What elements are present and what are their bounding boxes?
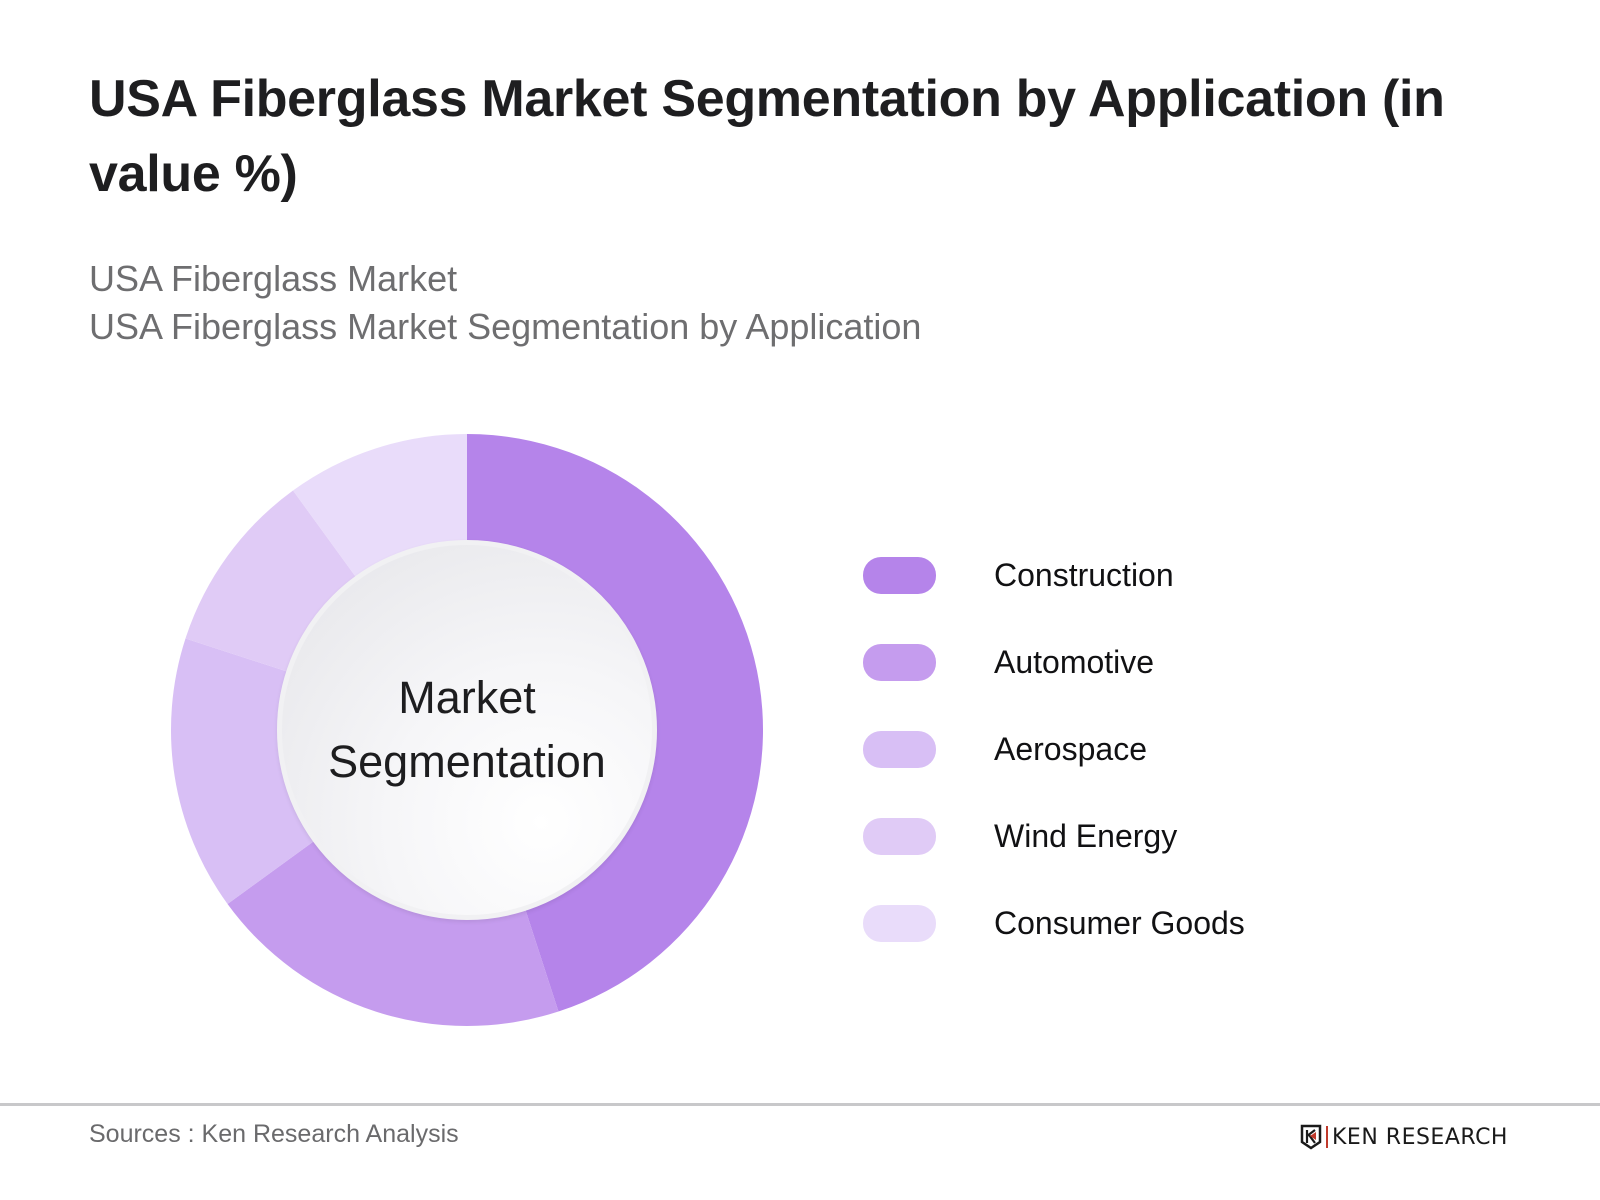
legend-label: Construction [994, 557, 1174, 593]
logo-separator [1326, 1126, 1328, 1148]
legend-label: Aerospace [994, 731, 1147, 767]
subtitle-line-1: USA Fiberglass Market [89, 258, 458, 299]
ken-research-logo: KEN RESEARCH [1300, 1124, 1508, 1150]
legend-swatch [863, 905, 936, 942]
legend-label: Wind Energy [994, 818, 1178, 854]
chart-subtitle: USA Fiberglass Market USA Fiberglass Mar… [89, 255, 921, 351]
chart-title: USA Fiberglass Market Segmentation by Ap… [89, 70, 1445, 203]
legend-item-consumer-goods: Consumer Goods [863, 880, 1245, 967]
legend-label: Consumer Goods [994, 905, 1245, 941]
chart-legend: Construction Automotive Aerospace Wind E… [863, 532, 1245, 967]
legend-swatch [863, 644, 936, 681]
center-label-line-2: Segmentation [328, 736, 606, 787]
legend-item-wind-energy: Wind Energy [863, 793, 1245, 880]
center-label-line-1: Market [398, 672, 536, 723]
donut-center: Market Segmentation [277, 540, 657, 920]
legend-item-construction: Construction [863, 532, 1245, 619]
footer-divider [0, 1103, 1600, 1106]
legend-swatch [863, 818, 936, 855]
legend-item-automotive: Automotive [863, 619, 1245, 706]
ken-research-logo-icon [1300, 1124, 1322, 1150]
donut-segment-automotive [227, 818, 559, 1026]
subtitle-line-2: USA Fiberglass Market Segmentation by Ap… [89, 306, 922, 347]
legend-swatch [863, 731, 936, 768]
logo-text: KEN RESEARCH [1332, 1124, 1508, 1150]
donut-center-label: Market Segmentation [307, 666, 627, 794]
donut-chart: Market Segmentation [167, 430, 767, 1030]
legend-item-aerospace: Aerospace [863, 706, 1245, 793]
legend-label: Automotive [994, 644, 1155, 680]
legend-swatch [863, 557, 936, 594]
sources-note: Sources : Ken Research Analysis [89, 1120, 459, 1148]
